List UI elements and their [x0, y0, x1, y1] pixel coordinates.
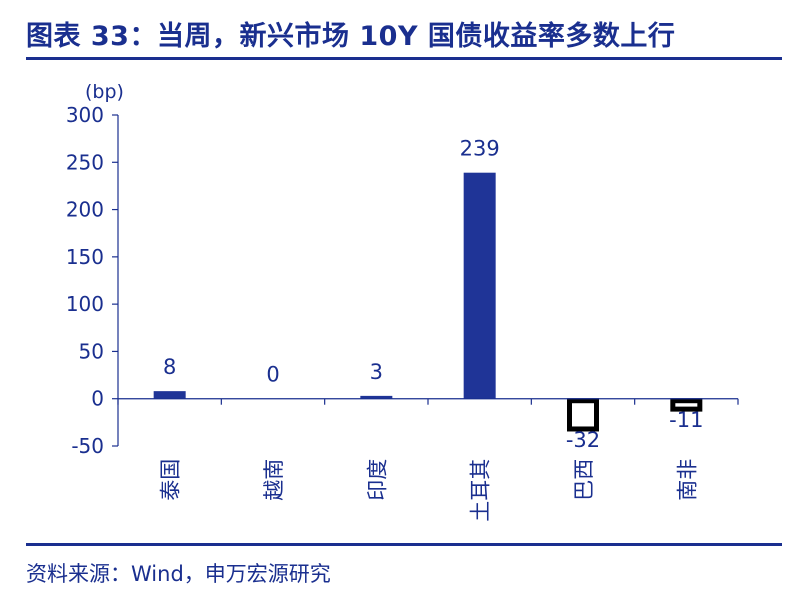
data-label: 0 — [266, 363, 279, 387]
category-labels: 泰国 越南 印度 土耳其 巴西 南非 — [159, 459, 700, 522]
data-labels: 8 0 3 239 -32 -11 — [163, 137, 704, 452]
chart-title: 图表 33：当周，新兴市场 10Y 国债收益率多数上行 — [26, 21, 676, 52]
y-tick-label: 150 — [66, 245, 104, 269]
y-tick-label: -50 — [71, 434, 104, 458]
y-axis: -50 0 50 100 150 200 250 300 — [66, 103, 119, 458]
category-label: 越南 — [262, 459, 286, 501]
category-label: 土耳其 — [469, 459, 493, 522]
category-label: 泰国 — [159, 459, 183, 501]
data-label: -32 — [566, 428, 600, 452]
footer-rule — [26, 543, 782, 546]
data-label: -11 — [669, 408, 703, 432]
bar — [153, 391, 186, 399]
x-axis — [117, 398, 739, 405]
source-note: 资料来源：Wind，申万宏源研究 — [26, 562, 331, 586]
category-label: 南非 — [675, 459, 699, 501]
bars — [153, 172, 703, 432]
bar — [670, 398, 703, 412]
y-tick-label: 250 — [66, 150, 104, 174]
bar — [360, 395, 393, 399]
y-tick-label: 100 — [66, 292, 104, 316]
y-tick-label: 0 — [91, 387, 104, 411]
category-label: 印度 — [365, 459, 389, 501]
category-label: 巴西 — [572, 459, 596, 501]
title-rule — [26, 57, 782, 60]
y-tick-label: 200 — [66, 198, 104, 222]
bar — [463, 172, 496, 399]
bar — [567, 398, 599, 432]
y-unit-label: (bp) — [85, 81, 124, 103]
data-label: 239 — [460, 137, 500, 161]
y-tick-label: 50 — [79, 339, 104, 363]
data-label: 3 — [370, 360, 383, 384]
data-label: 8 — [163, 355, 176, 379]
y-tick-label: 300 — [66, 103, 104, 127]
